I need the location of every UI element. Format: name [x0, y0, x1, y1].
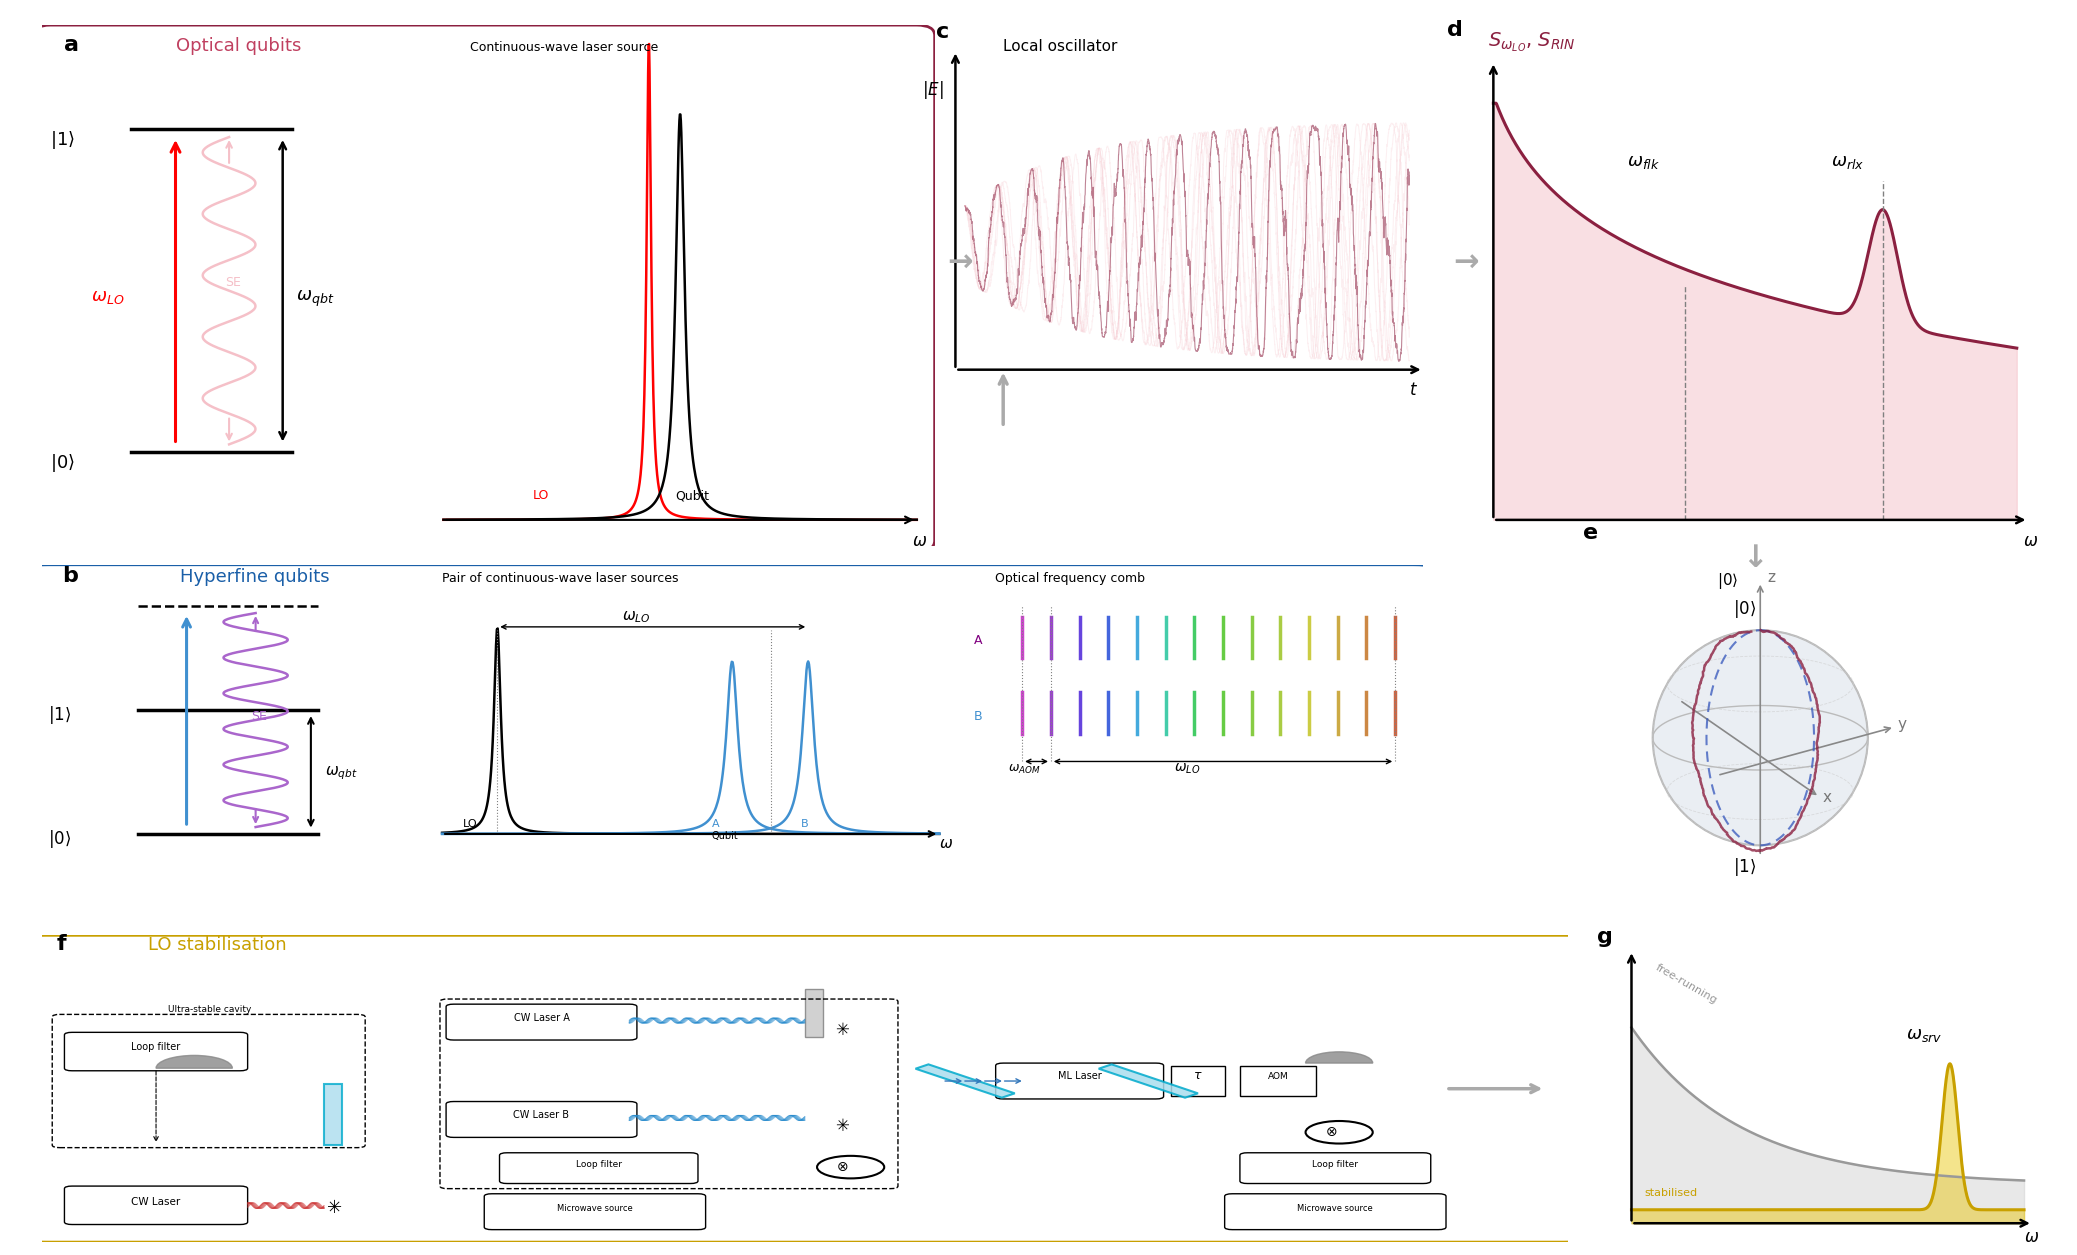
Text: $|1\rangle$: $|1\rangle$	[1732, 856, 1755, 878]
Text: $|0\rangle$: $|0\rangle$	[1718, 571, 1738, 591]
Text: Loop filter: Loop filter	[575, 1160, 621, 1170]
Text: Continuous-wave laser source: Continuous-wave laser source	[469, 41, 658, 54]
FancyBboxPatch shape	[447, 1102, 638, 1137]
Text: LO stabilisation: LO stabilisation	[147, 936, 287, 954]
Text: $\omega_{LO}$: $\omega_{LO}$	[621, 609, 650, 625]
Text: ✳: ✳	[835, 1117, 849, 1135]
Text: ↓: ↓	[1743, 543, 1768, 574]
Wedge shape	[1306, 1052, 1373, 1063]
Text: $\omega_{qbt}$: $\omega_{qbt}$	[297, 289, 334, 309]
Text: CW Laser B: CW Laser B	[513, 1109, 569, 1119]
FancyBboxPatch shape	[64, 1186, 247, 1225]
Circle shape	[1653, 630, 1867, 846]
Text: Qubit: Qubit	[712, 831, 737, 841]
Text: ⊗: ⊗	[1325, 1124, 1338, 1138]
FancyBboxPatch shape	[64, 1033, 247, 1071]
Text: Qubit: Qubit	[675, 489, 710, 502]
Wedge shape	[156, 1055, 233, 1068]
Text: →: →	[1454, 248, 1479, 279]
Text: AOM: AOM	[1267, 1073, 1288, 1082]
FancyBboxPatch shape	[1240, 1065, 1317, 1097]
FancyBboxPatch shape	[501, 1153, 698, 1183]
Text: g: g	[1597, 926, 1612, 946]
FancyBboxPatch shape	[804, 989, 822, 1038]
Text: $|0\rangle$: $|0\rangle$	[1732, 599, 1755, 620]
Text: ✳: ✳	[326, 1199, 343, 1217]
Text: ⊗: ⊗	[837, 1160, 849, 1173]
Text: $\omega$: $\omega$	[2023, 1229, 2040, 1246]
Text: SE: SE	[224, 276, 241, 289]
Text: Ultra-stable cavity: Ultra-stable cavity	[168, 1005, 251, 1014]
Text: LO: LO	[463, 820, 478, 830]
Text: $\omega_{srv}$: $\omega_{srv}$	[1907, 1025, 1942, 1044]
FancyBboxPatch shape	[1171, 1065, 1225, 1097]
Text: Local oscillator: Local oscillator	[1003, 39, 1117, 54]
Text: →: →	[947, 248, 972, 279]
Text: $|0\rangle$: $|0\rangle$	[50, 452, 75, 474]
Text: $\omega$: $\omega$	[2023, 532, 2038, 550]
Text: Pair of continuous-wave laser sources: Pair of continuous-wave laser sources	[442, 572, 679, 585]
FancyBboxPatch shape	[1225, 1194, 1446, 1230]
Text: free-running: free-running	[1653, 963, 1718, 1007]
Text: b: b	[62, 566, 79, 586]
Text: LO: LO	[532, 489, 548, 502]
Text: f: f	[56, 935, 66, 954]
Text: Microwave source: Microwave source	[557, 1204, 633, 1212]
Text: A: A	[974, 634, 982, 648]
Text: A: A	[712, 820, 719, 830]
Text: $|E|$: $|E|$	[922, 79, 943, 102]
Text: $\omega_{rlx}$: $\omega_{rlx}$	[1830, 153, 1863, 171]
Text: $\omega_{flk}$: $\omega_{flk}$	[1626, 153, 1660, 171]
Text: Microwave source: Microwave source	[1298, 1204, 1373, 1212]
Text: Loop filter: Loop filter	[131, 1043, 181, 1052]
FancyBboxPatch shape	[484, 1194, 706, 1230]
Text: $t$: $t$	[1410, 382, 1419, 399]
Text: $\tau$: $\tau$	[1192, 1069, 1203, 1083]
Text: $\omega_{LO}$: $\omega_{LO}$	[91, 289, 125, 306]
Text: e: e	[1583, 523, 1597, 542]
Text: $\omega$: $\omega$	[939, 836, 953, 851]
Text: $\omega$: $\omega$	[912, 532, 928, 550]
Text: a: a	[64, 35, 79, 55]
Text: y: y	[1898, 717, 1907, 732]
Text: stabilised: stabilised	[1645, 1188, 1697, 1199]
Text: $|1\rangle$: $|1\rangle$	[48, 704, 71, 727]
Text: $\omega_{LO}$: $\omega_{LO}$	[1174, 762, 1201, 777]
FancyBboxPatch shape	[995, 1063, 1163, 1099]
Text: $S_{\omega_{LO}}$, $S_{RIN}$: $S_{\omega_{LO}}$, $S_{RIN}$	[1487, 30, 1574, 54]
Text: SE: SE	[251, 710, 268, 723]
Text: Hyperfine qubits: Hyperfine qubits	[181, 569, 330, 586]
Text: CW Laser A: CW Laser A	[513, 1013, 569, 1023]
Text: $\omega_{AOM}$: $\omega_{AOM}$	[1009, 763, 1041, 776]
Text: $|1\rangle$: $|1\rangle$	[50, 129, 75, 151]
Text: B: B	[974, 710, 982, 723]
Text: Loop filter: Loop filter	[1313, 1160, 1358, 1170]
Text: Optical frequency comb: Optical frequency comb	[995, 572, 1144, 585]
Polygon shape	[1099, 1064, 1198, 1098]
Text: ML Laser: ML Laser	[1057, 1072, 1101, 1082]
FancyBboxPatch shape	[1240, 1153, 1431, 1183]
Polygon shape	[916, 1064, 1016, 1098]
Text: x: x	[1824, 791, 1832, 806]
Text: $|0\rangle$: $|0\rangle$	[48, 828, 71, 851]
FancyBboxPatch shape	[447, 1004, 638, 1040]
Text: c: c	[937, 21, 949, 41]
Text: CW Laser: CW Laser	[131, 1197, 181, 1207]
Text: z: z	[1768, 570, 1776, 585]
FancyBboxPatch shape	[324, 1083, 343, 1145]
Text: B: B	[802, 820, 808, 830]
Text: Optical qubits: Optical qubits	[174, 38, 301, 55]
Text: $\omega_{qbt}$: $\omega_{qbt}$	[324, 764, 357, 782]
Text: d: d	[1448, 20, 1462, 39]
Text: ✳: ✳	[835, 1020, 849, 1039]
